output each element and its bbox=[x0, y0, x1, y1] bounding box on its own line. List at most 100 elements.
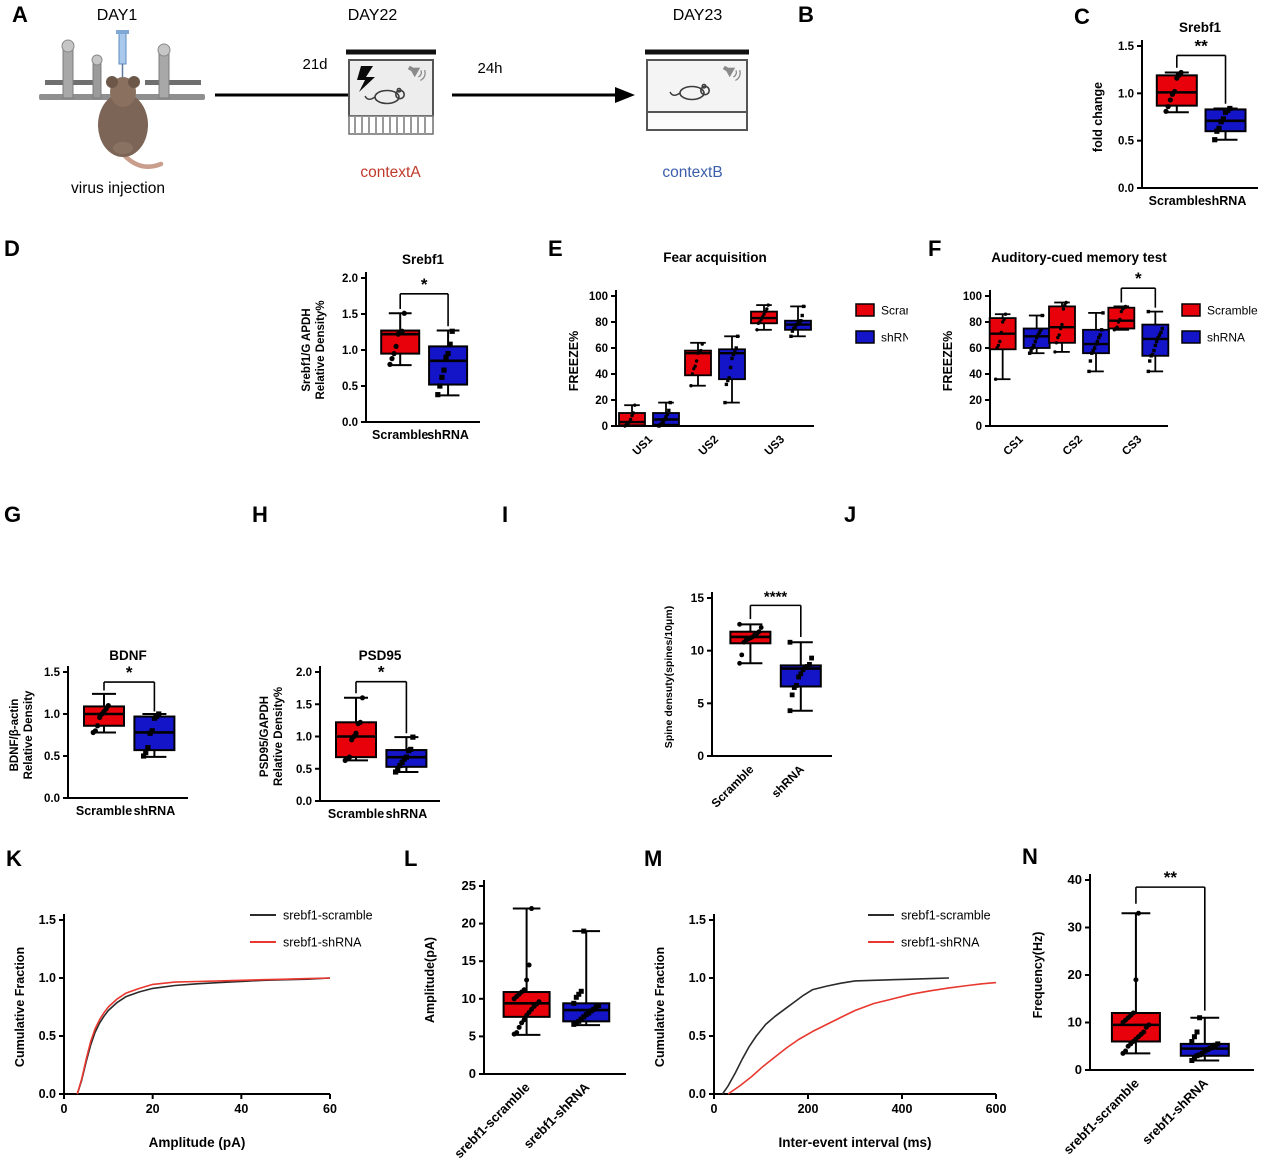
svg-text:BDNF/β-actin: BDNF/β-actin bbox=[9, 699, 21, 772]
svg-text:**: ** bbox=[1164, 868, 1178, 887]
svg-text:Cumulative Fraction: Cumulative Fraction bbox=[653, 947, 667, 1067]
dendrite-image-scramble bbox=[500, 573, 552, 789]
svg-text:40: 40 bbox=[234, 1102, 248, 1116]
panel-h-label: H bbox=[252, 502, 268, 527]
svg-text:*: * bbox=[1135, 269, 1142, 288]
day23-label: DAY23 bbox=[672, 7, 723, 24]
chart-bdnf-boxplot: 0.0 0.5 1.0 1.5 BDNF BDNF/β-actin Relative Den… bbox=[9, 648, 188, 818]
svg-text:2.0: 2.0 bbox=[296, 667, 312, 679]
svg-text:0.0: 0.0 bbox=[1118, 183, 1134, 195]
svg-text:FREEZE%: FREEZE% bbox=[941, 331, 955, 391]
virus-injection-caption: virus injection bbox=[71, 180, 165, 197]
svg-text:60: 60 bbox=[969, 343, 982, 355]
interval-24h-label: 24h bbox=[477, 60, 503, 77]
panel-c-label: C bbox=[1074, 4, 1090, 29]
panel-k-label: K bbox=[6, 846, 22, 871]
svg-text:*: * bbox=[126, 663, 133, 682]
svg-text:Fear acquisition: Fear acquisition bbox=[663, 250, 767, 265]
chart-srebf1-blot-boxplot: 0.0 0.5 1.0 1.5 2.0 Srebf1 Srebf1/G APDH Relati… bbox=[301, 252, 480, 442]
svg-text:fold change: fold change bbox=[1091, 82, 1105, 152]
panel-i-label: I bbox=[502, 502, 509, 527]
svg-text:400: 400 bbox=[892, 1102, 913, 1116]
interval-21d-label: 21d bbox=[302, 56, 328, 73]
svg-text:10: 10 bbox=[691, 644, 705, 658]
contextA-label: contextA bbox=[360, 164, 421, 181]
svg-text:shRNA: shRNA bbox=[1207, 331, 1245, 345]
svg-text:US2: US2 bbox=[697, 434, 721, 458]
svg-text:1.5: 1.5 bbox=[1118, 41, 1135, 53]
svg-text:CS3: CS3 bbox=[1120, 434, 1144, 458]
panel-g-label: G bbox=[4, 502, 22, 527]
svg-text:shRNA: shRNA bbox=[881, 331, 908, 345]
day1-label: DAY1 bbox=[96, 7, 138, 24]
svg-text:Scramble: Scramble bbox=[881, 304, 908, 318]
shock-bolt-icon bbox=[357, 66, 375, 92]
svg-text:5: 5 bbox=[469, 1028, 476, 1043]
panel-b-label: B bbox=[798, 2, 814, 27]
svg-text:5: 5 bbox=[697, 696, 704, 710]
panel-m-label: M bbox=[644, 846, 663, 871]
speaker-icon bbox=[722, 65, 741, 82]
svg-text:2.0: 2.0 bbox=[342, 273, 358, 285]
svg-text:Frequency(Hz): Frequency(Hz) bbox=[1031, 932, 1045, 1019]
svg-text:1.5: 1.5 bbox=[39, 913, 56, 927]
chart-frequency-boxplot: 0 10 20 30 40 Frequency(Hz) srebf1-scramblesre… bbox=[1031, 868, 1254, 1158]
svg-text:80: 80 bbox=[969, 317, 982, 329]
brain-image bbox=[812, 40, 1050, 218]
chart-cumulative-amplitude: 0.0 0.5 1.0 1.5 0 20 40 60 Amplitude (pA) Cumulat… bbox=[13, 909, 373, 1151]
svg-text:BDNF: BDNF bbox=[109, 648, 147, 663]
context-b-chamber-icon bbox=[645, 49, 749, 131]
svg-text:40: 40 bbox=[1068, 872, 1082, 887]
svg-text:shRNA: shRNA bbox=[1205, 194, 1247, 208]
svg-text:FREEZE%: FREEZE% bbox=[567, 331, 581, 391]
svg-text:40: 40 bbox=[969, 369, 982, 381]
svg-text:shRNA: shRNA bbox=[134, 804, 176, 818]
svg-text:0: 0 bbox=[1075, 1062, 1082, 1077]
context-a-chamber-icon bbox=[346, 49, 436, 135]
svg-text:PSD95/GAPDH: PSD95/GAPDH bbox=[259, 696, 271, 777]
chart-srebf1-qpcr-boxplot: 0.0 0.5 1.0 1.5 Srebf1 fold change Scramble shR… bbox=[1091, 20, 1258, 208]
svg-text:1.0: 1.0 bbox=[44, 709, 60, 721]
svg-text:shRNA: shRNA bbox=[769, 762, 807, 800]
svg-text:1.0: 1.0 bbox=[689, 971, 706, 985]
svg-text:US3: US3 bbox=[763, 434, 787, 458]
panel-d-label: D bbox=[4, 236, 20, 261]
svg-text:Relative Density: Relative Density bbox=[23, 690, 35, 779]
panel-f-label: F bbox=[928, 236, 942, 261]
svg-text:Cumulative Fraction: Cumulative Fraction bbox=[13, 947, 27, 1067]
svg-text:15: 15 bbox=[691, 591, 705, 605]
svg-text:Scramble: Scramble bbox=[328, 807, 384, 821]
svg-text:1.0: 1.0 bbox=[39, 971, 56, 985]
svg-text:10: 10 bbox=[1068, 1015, 1082, 1030]
arrow-head-icon bbox=[615, 87, 635, 103]
svg-text:0: 0 bbox=[469, 1066, 476, 1081]
svg-text:20: 20 bbox=[1068, 967, 1082, 982]
svg-text:60: 60 bbox=[595, 343, 608, 355]
svg-text:1.5: 1.5 bbox=[44, 667, 61, 679]
svg-text:1.5: 1.5 bbox=[296, 699, 313, 711]
chart-auditory-cued-memory: 0 20 40 60 80 100 Auditory-cued memory test FRE… bbox=[941, 250, 1258, 458]
chart-spine-density-boxplot: 0 5 10 15 Spine densuty(spines/10μm) Scramble… bbox=[663, 588, 832, 810]
svg-text:80: 80 bbox=[595, 317, 608, 329]
svg-text:srebf1-scramble: srebf1-scramble bbox=[1060, 1076, 1142, 1158]
panel-e-label: E bbox=[548, 236, 563, 261]
svg-text:1.5: 1.5 bbox=[342, 309, 359, 321]
svg-text:100: 100 bbox=[963, 291, 982, 303]
day22-label: DAY22 bbox=[347, 7, 398, 24]
svg-text:40: 40 bbox=[595, 369, 608, 381]
svg-text:shRNA: shRNA bbox=[427, 428, 469, 442]
svg-text:Scramble: Scramble bbox=[1149, 194, 1205, 208]
svg-text:srebf1-scramble: srebf1-scramble bbox=[451, 1080, 533, 1162]
svg-text:0.5: 0.5 bbox=[296, 764, 313, 776]
shock-grid-floor bbox=[354, 116, 426, 134]
svg-text:0.0: 0.0 bbox=[296, 796, 312, 808]
svg-text:0.0: 0.0 bbox=[689, 1087, 706, 1101]
svg-text:1.0: 1.0 bbox=[1118, 88, 1134, 100]
svg-text:shRNA: shRNA bbox=[386, 807, 428, 821]
svg-text:srebf1-scramble: srebf1-scramble bbox=[283, 909, 373, 923]
svg-text:1.0: 1.0 bbox=[296, 732, 312, 744]
svg-text:1.5: 1.5 bbox=[689, 913, 706, 927]
svg-text:0.0: 0.0 bbox=[39, 1087, 56, 1101]
svg-text:srebf1-shRNA: srebf1-shRNA bbox=[1139, 1075, 1211, 1147]
svg-text:30: 30 bbox=[1068, 920, 1082, 935]
